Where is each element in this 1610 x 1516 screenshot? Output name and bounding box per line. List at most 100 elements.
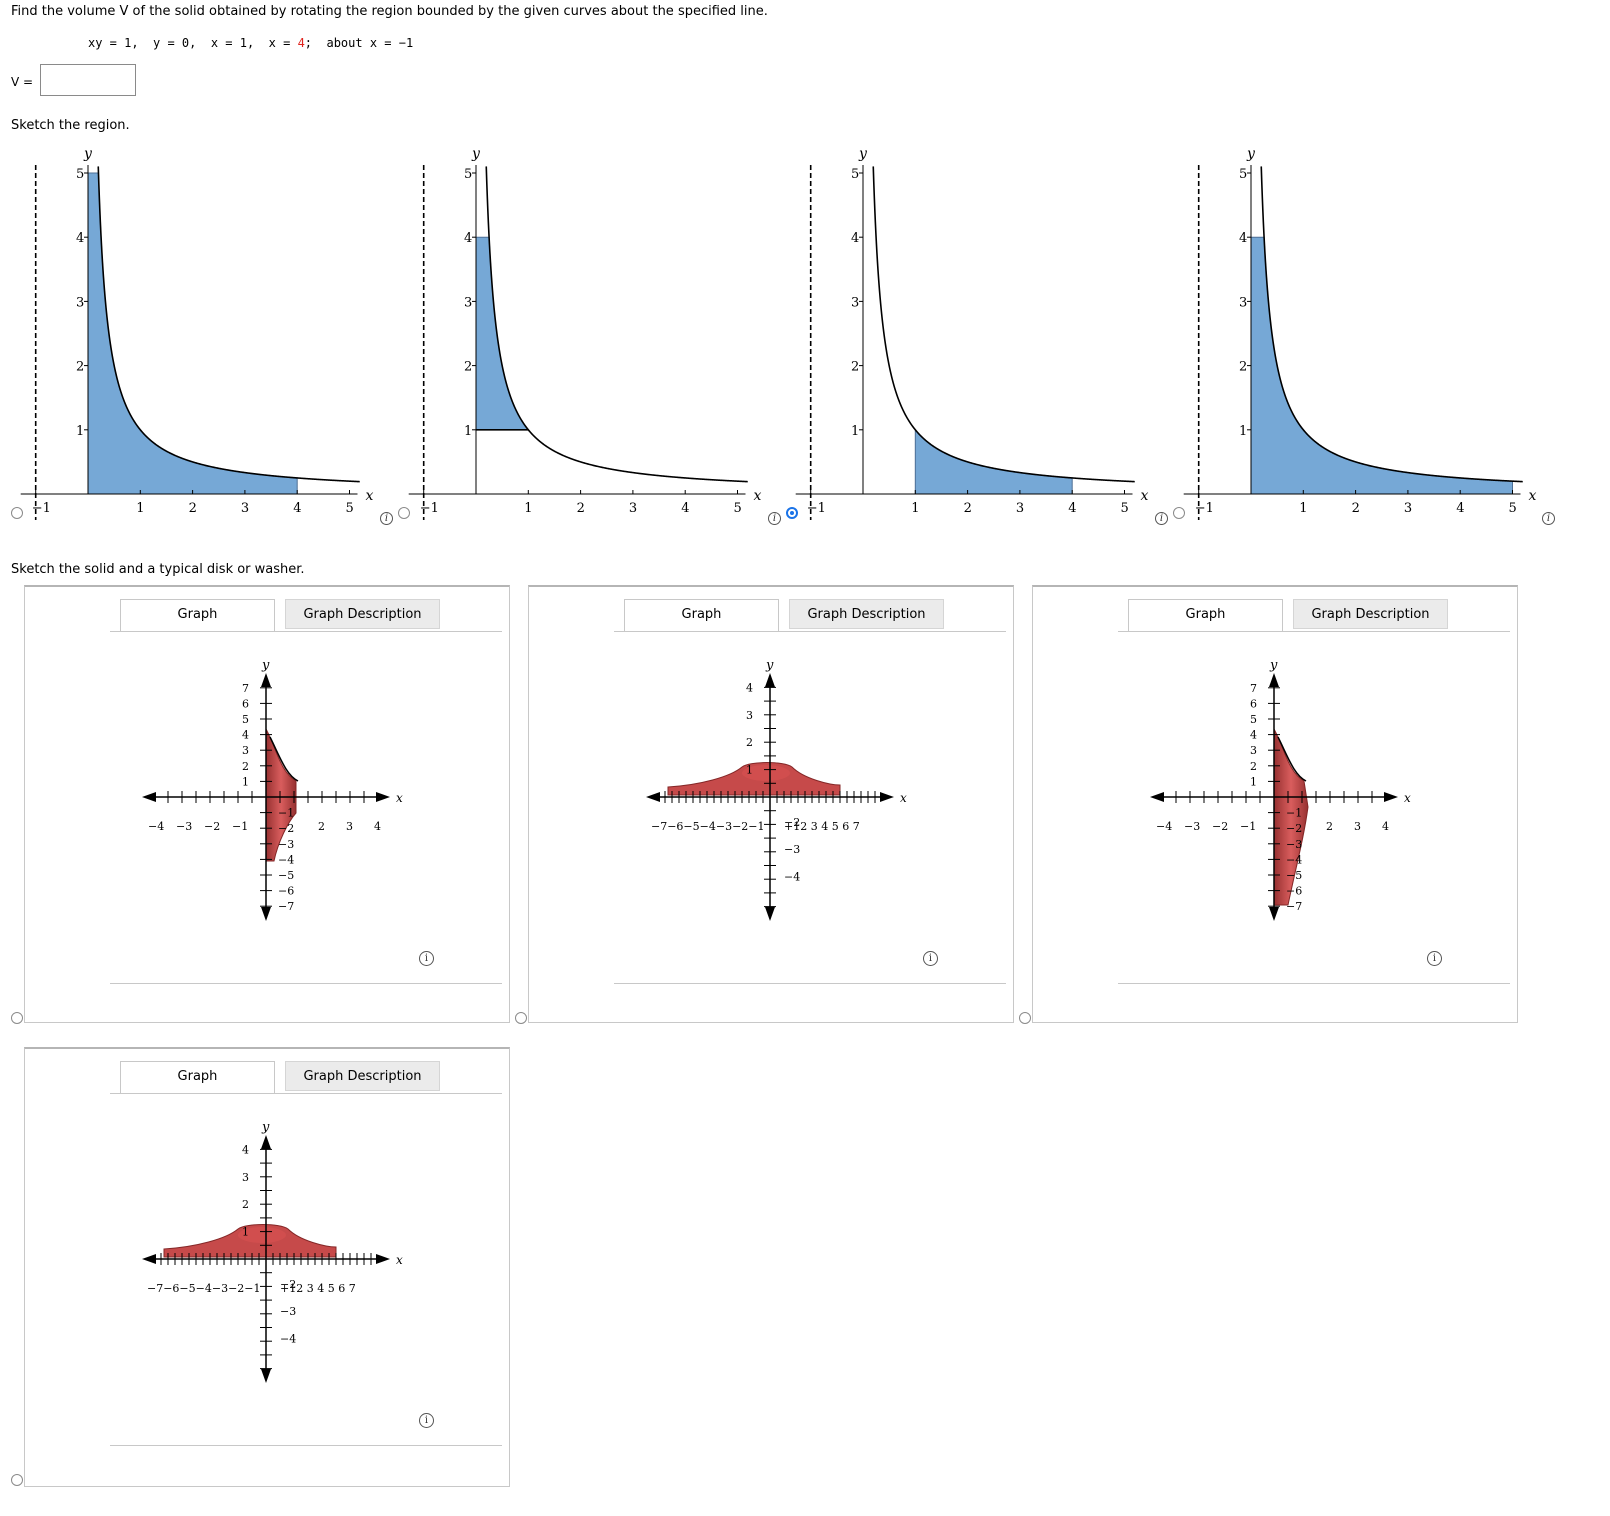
x-tick-label: 3 <box>1404 501 1412 516</box>
panel-bottom-divider <box>1118 983 1510 984</box>
y-tick-label: 5 <box>464 167 472 182</box>
y-tick-label: 1 <box>464 424 472 439</box>
x-tick-label: 5 <box>1509 501 1517 516</box>
equation-line: xy = 1, y = 0, x = 1, x = 4; about x = −… <box>88 36 413 50</box>
x-axis-label: x <box>1404 791 1411 805</box>
solid-graph: −4 −3 −2 −1 2 3 4 7 6 5 4 3 2 1 −1 −2 −3 −4 −5 −6 −7 x y <box>142 658 403 921</box>
curve-edge <box>1277 736 1307 782</box>
region-option-radio-4[interactable] <box>1173 507 1185 519</box>
y-tick-label: 2 <box>851 360 859 375</box>
x-tick-label: 2 <box>577 501 585 516</box>
y-tick-label: 1 <box>851 424 859 439</box>
equation-3: x = 1, <box>210 36 255 50</box>
x-tick-label: −3 <box>1184 820 1200 833</box>
x-tick-label: 3 <box>241 501 249 516</box>
y-tick-label: 1 <box>242 1226 249 1239</box>
y-tick-label: −2 <box>784 816 800 829</box>
x-tick-label: −3 <box>176 820 192 833</box>
y-axis-label: y <box>1246 146 1256 162</box>
shaded-region <box>914 428 1073 495</box>
y-tick-label: −3 <box>278 838 294 851</box>
tab-graph-description[interactable]: Graph Description <box>285 1061 440 1091</box>
info-icon[interactable]: i <box>1427 951 1442 966</box>
equation-2: y = 0, <box>153 36 197 50</box>
solid-option-radio-4[interactable] <box>11 1474 23 1486</box>
tab-graph-description[interactable]: Graph Description <box>789 599 944 629</box>
y-axis-arrow <box>261 673 271 687</box>
tab-graph-description[interactable]: Graph Description <box>285 599 440 629</box>
y-axis-arrow <box>1269 907 1279 921</box>
equation-4-value: 4 <box>297 36 305 50</box>
y-axis-arrow <box>765 673 775 687</box>
y-tick-label: 2 <box>1250 760 1257 773</box>
solid-option-radio-2[interactable] <box>515 1012 527 1024</box>
equation-4-suffix: ; <box>304 36 313 50</box>
y-tick-label: −3 <box>784 843 800 856</box>
y-tick-label: 2 <box>76 360 84 375</box>
problem-instruction: Find the volume V of the solid obtained … <box>11 4 768 19</box>
panel-bottom-divider <box>614 983 1006 984</box>
x-axis-arrow <box>376 1254 390 1264</box>
x-tick-label: 1 <box>524 501 532 516</box>
x-tick-label: 2 <box>1352 501 1360 516</box>
x-tick-label: −1 <box>1195 501 1214 516</box>
y-tick-label: 4 <box>464 231 472 246</box>
info-icon[interactable]: i <box>923 951 938 966</box>
info-icon[interactable]: i <box>419 951 434 966</box>
tab-graph[interactable]: Graph <box>1128 599 1283 631</box>
y-tick-label: 5 <box>1250 713 1257 726</box>
volume-label: V = <box>11 75 34 89</box>
tab-graph-description[interactable]: Graph Description <box>1293 599 1448 629</box>
x-tick-label: −2 <box>1212 820 1228 833</box>
solid-option-panel-2: Graph Graph Description i −7−6−5−4−3−2−1 +12… <box>528 585 1014 1023</box>
y-tick-label: 3 <box>851 295 859 310</box>
solid-graph: −7−6−5−4−3−2−1 +12 3 4 5 6 7 4 3 2 1 −2 −3 −4 x y <box>646 658 907 921</box>
y-tick-label: −4 <box>280 1333 296 1346</box>
y-tick-label: 4 <box>76 231 84 246</box>
x-axis-label: x <box>366 488 374 504</box>
y-tick-label: 5 <box>851 167 859 182</box>
y-tick-label: 4 <box>242 729 249 742</box>
tab-graph[interactable]: Graph <box>624 599 779 631</box>
y-tick-label: −4 <box>784 871 800 884</box>
panel-bottom-divider <box>110 1445 502 1446</box>
x-axis-label: x <box>1141 488 1149 504</box>
y-axis-label: y <box>858 146 868 162</box>
y-tick-label: 3 <box>1250 744 1257 757</box>
x-axis-arrow <box>646 792 660 802</box>
info-icon[interactable]: i <box>768 512 781 525</box>
x-tick-label: 2 <box>189 501 197 516</box>
x-axis-label: x <box>754 488 762 504</box>
info-icon[interactable]: i <box>1542 512 1555 525</box>
y-tick-label: −7 <box>278 900 294 913</box>
region-option-radio-2[interactable] <box>398 507 410 519</box>
x-tick-label: −1 <box>32 501 51 516</box>
y-tick-label: 7 <box>1250 682 1257 695</box>
curve-edge <box>269 736 299 782</box>
info-icon[interactable]: i <box>419 1413 434 1428</box>
info-icon[interactable]: i <box>1155 512 1168 525</box>
x-tick-label: 3 <box>629 501 637 516</box>
y-tick-label: 5 <box>1239 167 1247 182</box>
y-tick-label: −3 <box>280 1305 296 1318</box>
y-tick-label: −6 <box>278 885 294 898</box>
solid-option-radio-3[interactable] <box>1019 1012 1031 1024</box>
y-axis-label: y <box>471 146 481 162</box>
y-tick-label: 1 <box>746 764 753 777</box>
washer-highlight <box>238 1227 286 1243</box>
x-tick-labels-negative: −7−6−5−4−3−2−1 <box>651 820 765 833</box>
volume-answer-input[interactable] <box>40 64 136 96</box>
x-axis-arrow <box>376 792 390 802</box>
x-axis-arrow <box>142 1254 156 1264</box>
solid-option-radio-1[interactable] <box>11 1012 23 1024</box>
shaded-region <box>475 236 530 431</box>
y-tick-label: 5 <box>242 713 249 726</box>
region-option-radio-1[interactable] <box>11 507 23 519</box>
x-tick-label: 4 <box>374 820 381 833</box>
info-icon[interactable]: i <box>380 512 393 525</box>
tab-graph[interactable]: Graph <box>120 599 275 631</box>
region-option-radio-3[interactable] <box>786 507 798 519</box>
y-tick-label: 6 <box>1250 697 1257 710</box>
tab-graph[interactable]: Graph <box>120 1061 275 1093</box>
x-tick-label: −1 <box>420 501 439 516</box>
